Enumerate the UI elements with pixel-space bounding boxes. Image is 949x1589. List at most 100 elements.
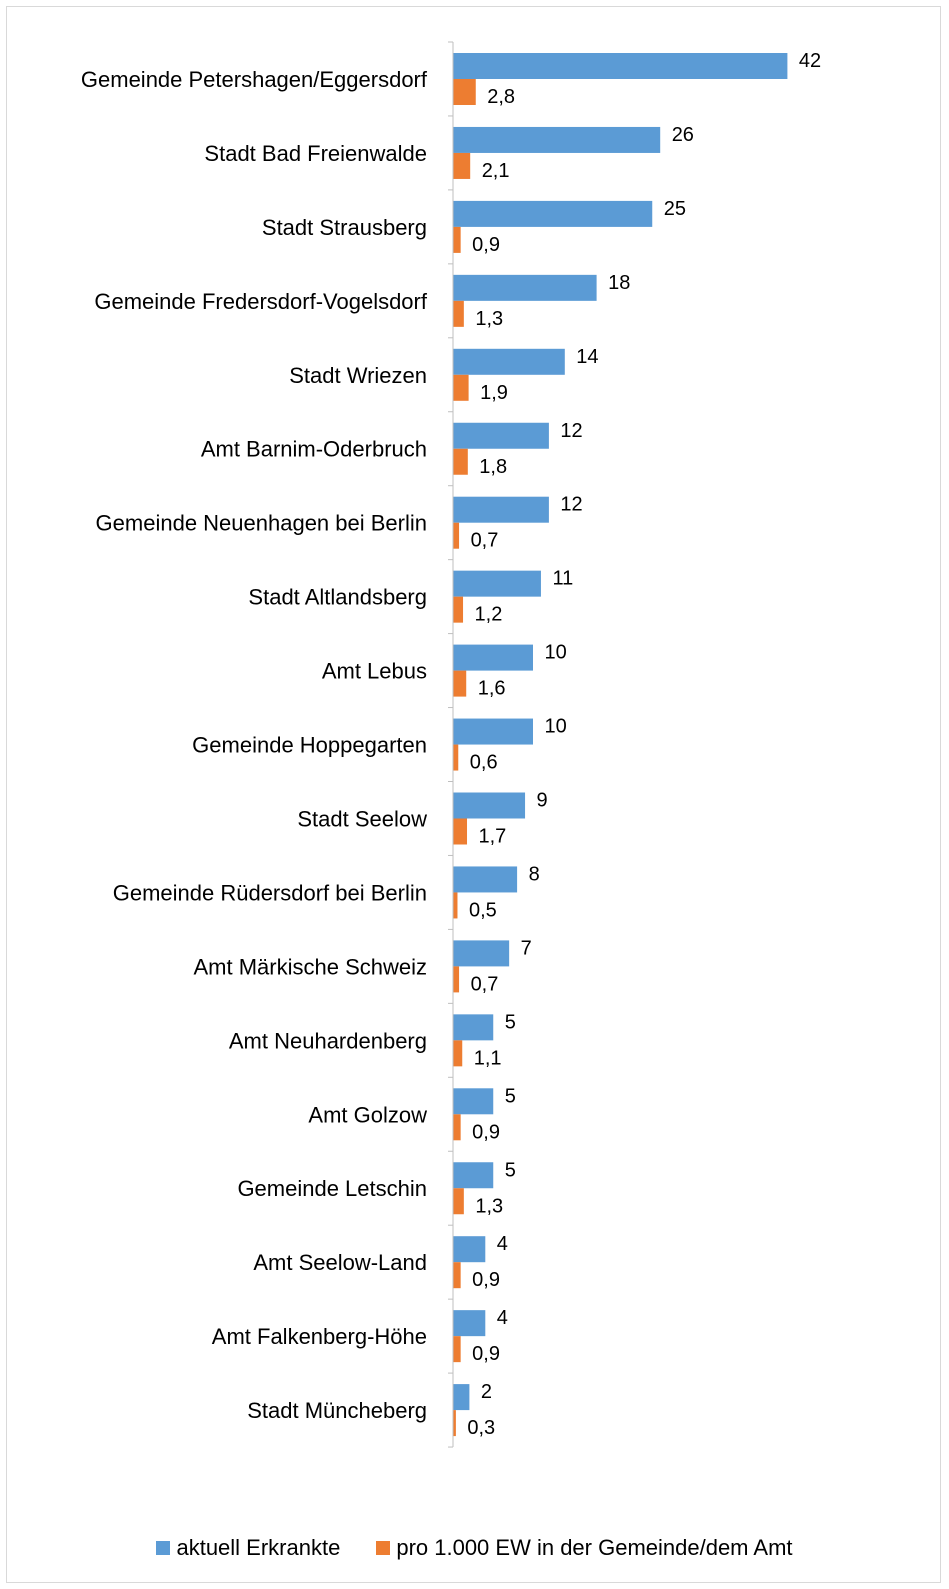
chart-frame <box>6 6 941 1583</box>
category-label: Stadt Müncheberg <box>247 1398 427 1423</box>
bar-pro-1000-ew <box>453 1040 463 1067</box>
data-label-pro-1000-ew: 0,9 <box>472 1269 500 1291</box>
category-label: Amt Neuhardenberg <box>229 1028 427 1053</box>
bar-erkrankte <box>453 496 549 523</box>
bar-erkrankte <box>453 866 518 893</box>
data-label-erkrankte: 9 <box>537 790 548 812</box>
bar-erkrankte <box>453 200 653 227</box>
data-label-pro-1000-ew: 1,6 <box>478 678 506 700</box>
category-label: Stadt Altlandsberg <box>248 585 427 610</box>
data-label-erkrankte: 25 <box>664 198 686 220</box>
data-label-pro-1000-ew: 0,5 <box>469 899 497 921</box>
bar-erkrankte <box>453 53 788 79</box>
category-label: Stadt Strausberg <box>262 215 427 240</box>
bar-pro-1000-ew <box>453 1188 464 1215</box>
category-label: Amt Falkenberg-Höhe <box>212 1324 427 1349</box>
bar-pro-1000-ew <box>453 152 471 179</box>
data-label-pro-1000-ew: 0,9 <box>472 234 500 256</box>
category-label: Amt Lebus <box>322 659 427 684</box>
bar-erkrankte <box>453 274 597 301</box>
bar-pro-1000-ew <box>453 1410 456 1437</box>
data-label-pro-1000-ew: 1,9 <box>480 382 508 404</box>
data-label-erkrankte: 12 <box>560 420 582 442</box>
bar-erkrankte <box>453 792 526 819</box>
bar-pro-1000-ew <box>453 374 469 401</box>
data-label-pro-1000-ew: 1,1 <box>474 1047 502 1069</box>
category-label: Gemeinde Fredersdorf-Vogelsdorf <box>94 289 427 314</box>
data-label-pro-1000-ew: 1,3 <box>475 308 503 330</box>
legend-item-series-1: aktuell Erkrankte <box>156 1535 340 1561</box>
bar-erkrankte <box>453 644 533 671</box>
data-label-pro-1000-ew: 1,3 <box>475 1195 503 1217</box>
data-label-erkrankte: 26 <box>672 124 694 146</box>
bar-erkrankte <box>453 126 661 153</box>
data-label-pro-1000-ew: 0,7 <box>471 530 499 552</box>
chart-legend: aktuell Erkrankte pro 1.000 EW in der Ge… <box>0 1532 949 1564</box>
data-label-erkrankte: 11 <box>552 568 573 590</box>
data-label-pro-1000-ew: 1,7 <box>479 826 507 848</box>
data-label-pro-1000-ew: 1,2 <box>475 604 503 626</box>
data-label-pro-1000-ew: 0,9 <box>472 1343 500 1365</box>
data-label-erkrankte: 14 <box>576 346 598 368</box>
bar-erkrankte <box>453 718 533 745</box>
data-label-pro-1000-ew: 0,9 <box>472 1121 500 1143</box>
category-label: Gemeinde Rüdersdorf bei Berlin <box>113 880 427 905</box>
bar-pro-1000-ew <box>453 1336 461 1363</box>
data-label-erkrankte: 10 <box>545 642 567 664</box>
data-label-erkrankte: 7 <box>521 937 532 959</box>
bar-pro-1000-ew <box>453 1262 461 1289</box>
data-label-pro-1000-ew: 1,8 <box>479 456 507 478</box>
category-label: Stadt Wriezen <box>289 363 427 388</box>
category-label: Gemeinde Letschin <box>237 1176 427 1201</box>
data-label-pro-1000-ew: 2,1 <box>482 160 510 182</box>
data-label-erkrankte: 4 <box>497 1307 508 1329</box>
legend-item-series-2: pro 1.000 EW in der Gemeinde/dem Amt <box>376 1535 793 1561</box>
category-label: Amt Golzow <box>308 1102 427 1127</box>
category-label: Amt Seelow-Land <box>253 1250 427 1275</box>
bar-pro-1000-ew <box>453 1114 461 1141</box>
bar-pro-1000-ew <box>453 448 468 475</box>
data-label-erkrankte: 5 <box>505 1085 516 1107</box>
category-label: Gemeinde Hoppegarten <box>192 733 427 758</box>
category-label: Gemeinde Neuenhagen bei Berlin <box>96 511 427 536</box>
bar-pro-1000-ew <box>453 744 459 771</box>
bar-pro-1000-ew <box>453 818 468 845</box>
data-label-erkrankte: 5 <box>505 1011 516 1033</box>
bar-pro-1000-ew <box>453 522 460 549</box>
bar-pro-1000-ew <box>453 892 458 919</box>
data-label-erkrankte: 2 <box>481 1381 492 1403</box>
bar-pro-1000-ew <box>453 670 467 697</box>
data-label-erkrankte: 8 <box>529 863 540 885</box>
data-label-pro-1000-ew: 2,8 <box>487 86 515 108</box>
data-label-erkrankte: 10 <box>545 716 567 738</box>
data-label-pro-1000-ew: 0,7 <box>471 973 499 995</box>
bar-erkrankte <box>453 1088 494 1115</box>
bar-erkrankte <box>453 1384 470 1411</box>
bar-erkrankte <box>453 1236 486 1263</box>
data-label-erkrankte: 5 <box>505 1159 516 1181</box>
bar-pro-1000-ew <box>453 596 464 623</box>
data-label-erkrankte: 12 <box>560 494 582 516</box>
bar-erkrankte <box>453 940 510 967</box>
bar-erkrankte <box>453 1162 494 1189</box>
chart-plot: Gemeinde Petershagen/Eggersdorf422,8Stad… <box>81 41 821 1448</box>
legend-label-series-2: pro 1.000 EW in der Gemeinde/dem Amt <box>396 1535 793 1560</box>
bar-erkrankte <box>453 1310 486 1337</box>
data-label-erkrankte: 4 <box>497 1233 508 1255</box>
legend-swatch-series-1 <box>156 1541 171 1555</box>
bar-erkrankte <box>453 348 565 375</box>
bar-erkrankte <box>453 422 549 449</box>
bar-pro-1000-ew <box>453 226 461 253</box>
data-label-erkrankte: 42 <box>799 50 821 72</box>
category-label: Amt Barnim-Oderbruch <box>201 437 427 462</box>
category-label: Stadt Bad Freienwalde <box>204 141 427 166</box>
category-label: Gemeinde Petershagen/Eggersdorf <box>81 67 428 92</box>
category-label: Amt Märkische Schweiz <box>193 954 427 979</box>
bar-pro-1000-ew <box>453 79 476 105</box>
data-label-erkrankte: 18 <box>608 272 630 294</box>
data-label-pro-1000-ew: 0,6 <box>470 752 498 774</box>
legend-swatch-series-2 <box>376 1541 391 1555</box>
bar-erkrankte <box>453 570 541 597</box>
data-label-pro-1000-ew: 0,3 <box>467 1417 495 1439</box>
legend-label-series-1: aktuell Erkrankte <box>176 1535 341 1560</box>
